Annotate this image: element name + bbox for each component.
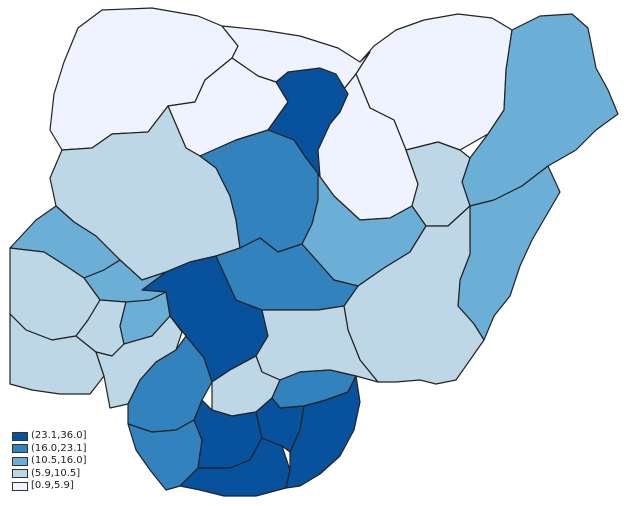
- legend-label: (16.0,23.1]: [31, 442, 87, 454]
- legend-swatch: [12, 456, 28, 466]
- legend-swatch: [12, 481, 28, 491]
- legend-swatch: [12, 431, 28, 441]
- legend-label: (23.1,36.0]: [31, 430, 87, 442]
- region-cross-river-akwa: [285, 375, 361, 489]
- legend-item: (5.9,10.5]: [12, 468, 87, 481]
- legend-label: (10.5,16.0]: [31, 455, 87, 467]
- legend-item: (10.5,16.0]: [12, 455, 87, 468]
- legend-label: [0.9,5.9]: [31, 480, 74, 492]
- legend-item: (23.1,36.0]: [12, 430, 87, 443]
- legend-item: (16.0,23.1]: [12, 443, 87, 456]
- legend: (23.1,36.0] (16.0,23.1] (10.5,16.0] (5.9…: [12, 430, 87, 493]
- legend-label: (5.9,10.5]: [31, 467, 81, 479]
- legend-swatch: [12, 444, 28, 454]
- legend-swatch: [12, 469, 28, 479]
- legend-item: [0.9,5.9]: [12, 480, 87, 493]
